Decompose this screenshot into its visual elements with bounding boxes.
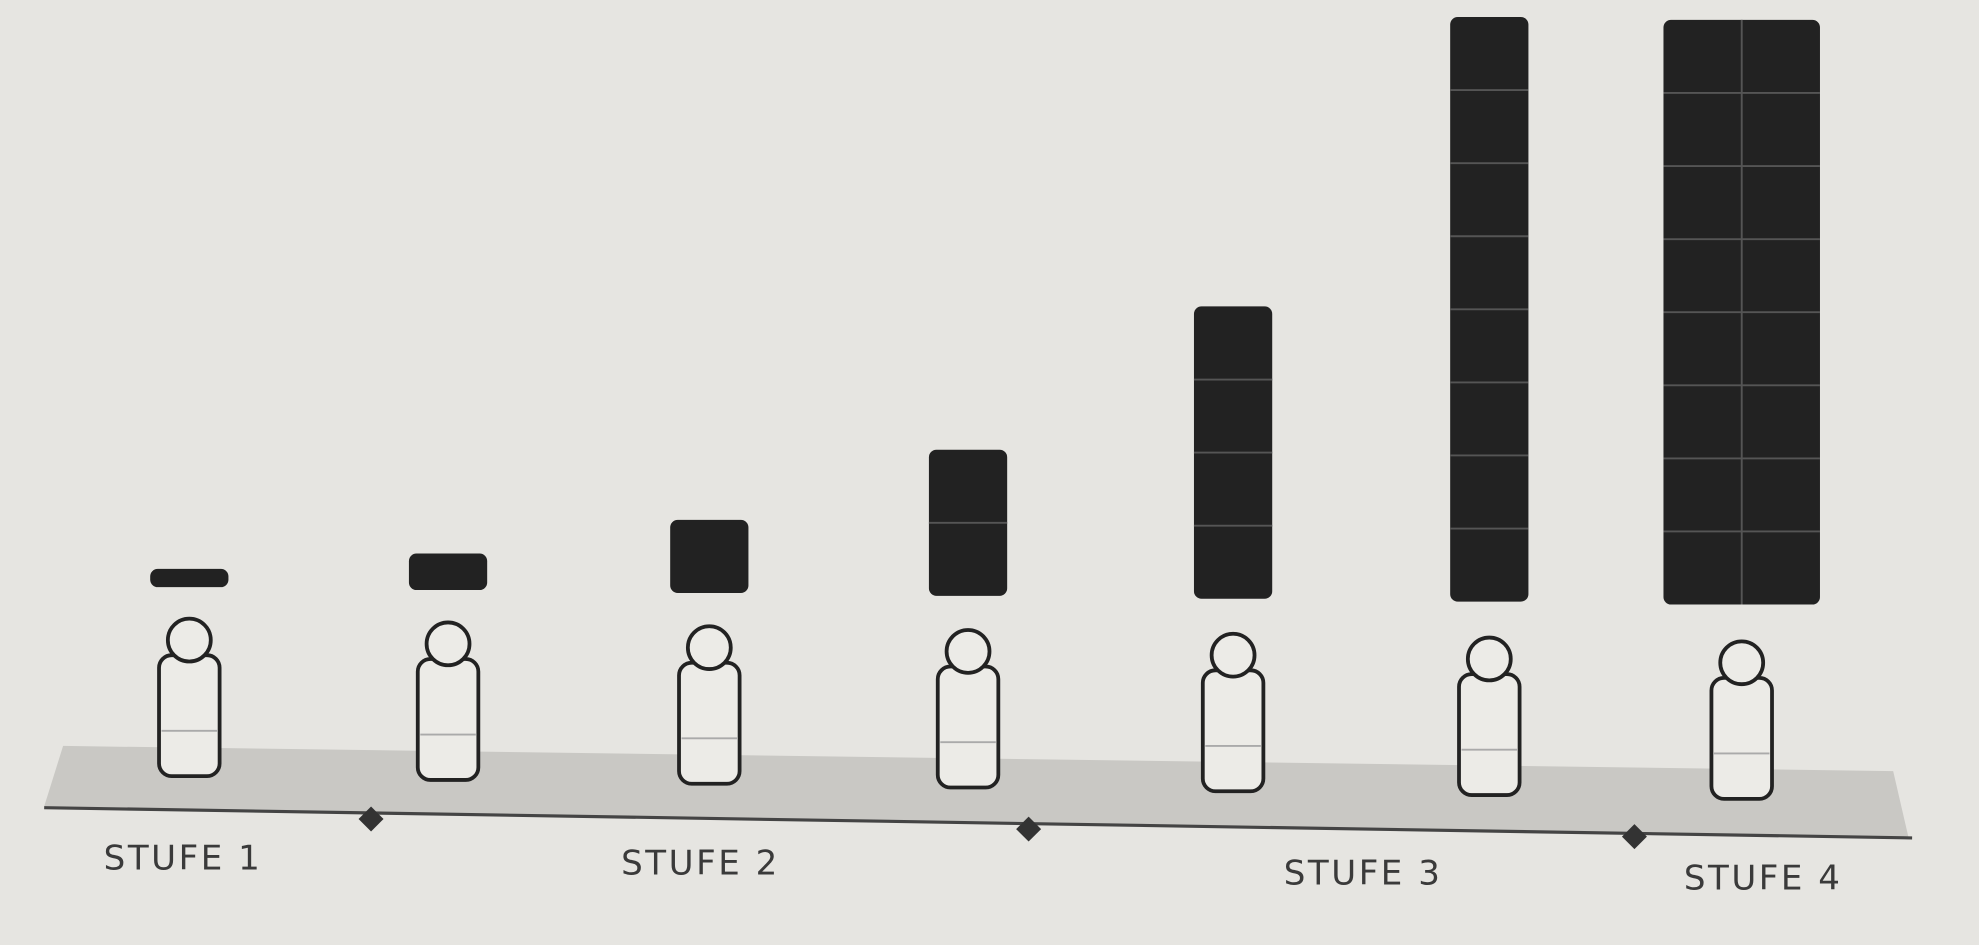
figure-body <box>1459 674 1520 795</box>
figure-body <box>1203 670 1264 791</box>
figure-body <box>679 663 740 784</box>
block-stack <box>409 554 487 591</box>
figure-body <box>1711 678 1772 799</box>
figure-head <box>168 619 211 662</box>
figure-head <box>947 630 990 673</box>
figure-body <box>159 655 220 776</box>
stage-label: STUFE 3 <box>1284 854 1443 894</box>
figure-head <box>1720 641 1763 684</box>
figure-head <box>1212 634 1255 677</box>
stage-label: STUFE 2 <box>621 843 780 883</box>
figure-body <box>938 667 999 788</box>
block-stack <box>670 520 748 593</box>
page: {"chart_data": {"type": "pictogram", "va… <box>0 0 1979 945</box>
figure-body <box>418 659 479 780</box>
figure-head <box>427 622 470 665</box>
stage-label: STUFE 4 <box>1684 859 1843 899</box>
illustration: STUFE 1 STUFE 2 STUFE 3 STUFE 4 <box>0 0 1979 945</box>
block-stack <box>150 569 228 587</box>
stage-label: STUFE 1 <box>104 838 263 878</box>
figure-head <box>688 626 731 669</box>
figure-head <box>1468 638 1511 681</box>
